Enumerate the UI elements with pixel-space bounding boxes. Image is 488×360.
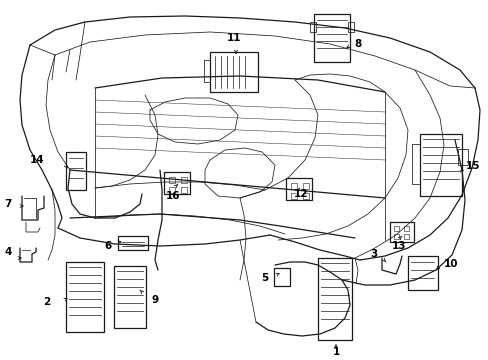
Text: 16: 16	[165, 191, 180, 201]
Bar	[181, 177, 186, 183]
Bar	[290, 183, 296, 189]
Text: 14: 14	[29, 155, 44, 165]
Bar	[389, 222, 413, 242]
Bar	[169, 187, 175, 193]
Bar	[303, 183, 308, 189]
Text: 7: 7	[4, 199, 12, 209]
Text: 10: 10	[443, 259, 458, 269]
Bar	[273, 268, 289, 286]
Bar	[457, 149, 467, 165]
Text: 6: 6	[104, 241, 112, 251]
Bar	[118, 236, 148, 250]
Text: 4: 4	[4, 247, 12, 257]
Bar	[181, 187, 186, 193]
Bar	[163, 172, 190, 194]
Bar	[407, 256, 437, 290]
Bar	[66, 262, 104, 332]
Text: 3: 3	[370, 249, 377, 259]
Text: 13: 13	[391, 241, 406, 251]
Bar	[309, 22, 315, 32]
Bar	[169, 177, 175, 183]
Bar	[317, 258, 351, 340]
Bar	[66, 152, 86, 190]
Bar	[285, 178, 311, 200]
Bar	[114, 266, 146, 328]
Bar	[209, 52, 258, 92]
Text: 9: 9	[152, 295, 159, 305]
Bar	[403, 234, 408, 239]
Text: 1: 1	[332, 347, 339, 357]
Text: 5: 5	[260, 273, 267, 283]
Text: 15: 15	[465, 161, 480, 171]
Text: 11: 11	[226, 33, 241, 43]
Bar	[403, 226, 408, 231]
Text: 8: 8	[353, 39, 361, 49]
Bar	[313, 14, 349, 62]
Bar	[290, 193, 296, 199]
Bar	[393, 226, 398, 231]
Bar	[347, 22, 353, 32]
Text: 12: 12	[293, 189, 308, 199]
Text: 2: 2	[42, 297, 50, 307]
Bar	[393, 234, 398, 239]
Bar	[303, 193, 308, 199]
Bar	[419, 134, 461, 196]
